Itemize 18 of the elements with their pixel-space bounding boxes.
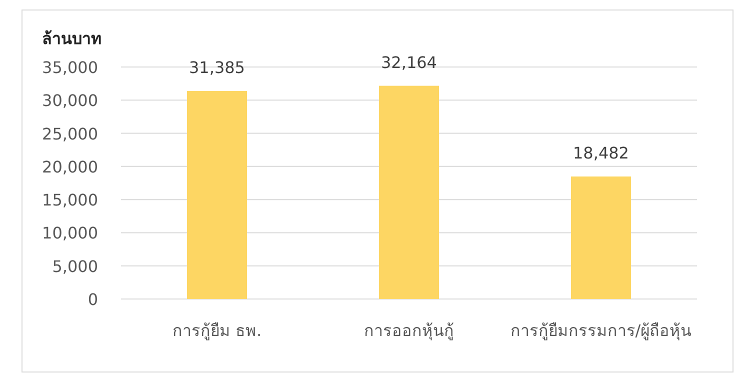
x-tick-label: การออกหุ้นกู้ (364, 321, 454, 341)
y-tick-label: 30,000 (42, 91, 98, 110)
y-tick-label: 35,000 (42, 58, 98, 77)
y-tick-label: 25,000 (42, 124, 98, 144)
y-tick-label: 0 (88, 290, 98, 309)
x-tick-label: การกู้ยืมกรรมการ/ผู้ถือหุ้น (510, 321, 692, 341)
y-tick-label: 5,000 (52, 256, 98, 276)
bar (379, 86, 439, 299)
y-tick-label: 10,000 (42, 224, 98, 243)
y-tick-label: 20,000 (42, 157, 98, 176)
bar (187, 90, 247, 299)
data-label: 18,482 (573, 143, 629, 162)
data-label: 31,385 (189, 58, 245, 77)
bar (571, 176, 631, 299)
y-axis-title: ล้านบาท (42, 29, 102, 48)
x-tick-label: การกู้ยืม ธพ. (172, 321, 262, 341)
y-tick-label: 15,000 (42, 190, 98, 210)
data-label: 32,164 (381, 52, 437, 72)
